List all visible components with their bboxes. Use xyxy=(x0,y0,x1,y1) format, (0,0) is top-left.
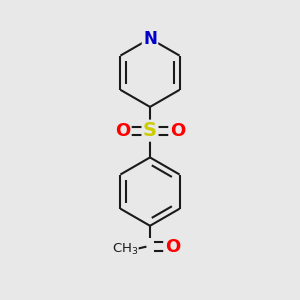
Text: S: S xyxy=(143,121,157,140)
Text: O: O xyxy=(165,238,180,256)
Text: CH$_3$: CH$_3$ xyxy=(112,242,138,257)
Text: O: O xyxy=(170,122,185,140)
Text: O: O xyxy=(115,122,130,140)
Text: N: N xyxy=(143,29,157,47)
